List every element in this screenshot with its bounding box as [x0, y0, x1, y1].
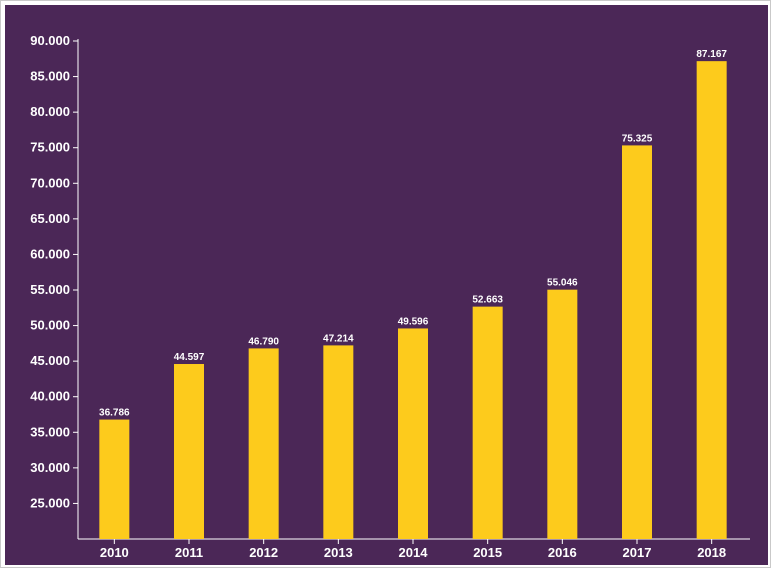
y-tick-label: 75.000 — [30, 140, 70, 155]
x-category-label: 2015 — [473, 545, 502, 560]
y-tick-label: 65.000 — [30, 211, 70, 226]
y-tick-label: 55.000 — [30, 282, 70, 297]
y-tick-label: 25.000 — [30, 495, 70, 510]
bar — [547, 289, 578, 539]
bar — [696, 61, 727, 539]
x-category-label: 2010 — [100, 545, 129, 560]
bar-value-label: 44.597 — [174, 352, 205, 363]
bar — [472, 306, 503, 539]
y-tick-label: 50.000 — [30, 318, 70, 333]
y-tick-label: 45.000 — [30, 353, 70, 368]
y-tick-label: 85.000 — [30, 69, 70, 84]
bar-value-label: 75.325 — [622, 133, 653, 144]
bar — [398, 328, 428, 539]
x-category-label: 2012 — [249, 545, 278, 560]
bar — [248, 348, 279, 539]
y-tick-label: 35.000 — [30, 424, 70, 439]
y-tick-label: 90.000 — [30, 33, 70, 48]
bar — [99, 419, 130, 539]
x-category-label: 2016 — [548, 545, 577, 560]
bar-value-label: 47.214 — [323, 333, 354, 344]
bar — [174, 364, 204, 539]
y-tick-label: 60.000 — [30, 246, 70, 261]
x-category-label: 2013 — [324, 545, 353, 560]
y-tick-label: 40.000 — [30, 389, 70, 404]
x-category-label: 2011 — [175, 545, 203, 560]
y-tick-label: 70.000 — [30, 175, 70, 190]
bar-value-label: 55.046 — [547, 278, 578, 289]
bar-value-label: 87.167 — [696, 49, 727, 60]
bar-value-label: 49.596 — [398, 316, 429, 327]
x-category-label: 2017 — [623, 545, 652, 560]
bar-value-label: 46.790 — [248, 336, 279, 347]
x-category-label: 2018 — [697, 545, 726, 560]
y-tick-label: 30.000 — [30, 460, 70, 475]
bar — [622, 145, 652, 539]
bar-value-label: 36.786 — [99, 408, 130, 419]
y-tick-label: 80.000 — [30, 104, 70, 119]
bar-value-label: 52.663 — [472, 295, 503, 306]
x-category-label: 2014 — [399, 545, 429, 560]
bar — [323, 345, 354, 539]
